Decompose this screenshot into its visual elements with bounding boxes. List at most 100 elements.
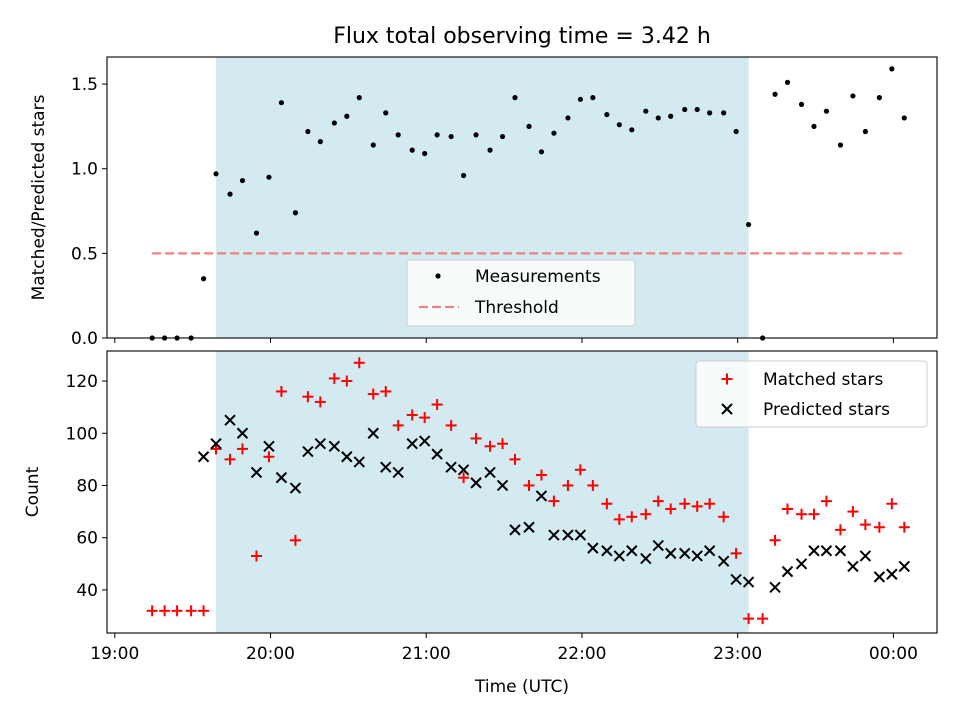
matched-stars-point [757,613,769,625]
predicted-stars-point [587,542,599,554]
predicted-stars-point [873,571,886,583]
matched-stars-point [523,479,535,491]
matched-stars-point [782,503,794,515]
measurement-point [370,142,376,148]
predicted-stars-point [302,445,314,458]
legend: Matched stars Predicted stars [695,360,928,428]
x-stroke [236,427,249,439]
measurement-point [694,106,700,113]
x-stroke [691,550,703,562]
x-stroke [445,461,457,473]
matched-stars-point [263,451,275,463]
x-stroke [808,545,820,557]
measurement-point [565,115,571,121]
predicted-stars-point [484,466,496,479]
measurement-point [213,171,219,177]
measurement-point [616,122,622,128]
measurement-point [629,127,635,133]
y-tick-label: 120 [66,372,98,392]
predicted-stars-point [406,437,418,450]
measurement-point [434,132,440,138]
x-stroke [367,427,379,439]
matched-stars-point [718,511,730,523]
measurement-point [395,132,401,138]
matched-stars-point [834,524,846,536]
predicted-stars-point [626,545,638,557]
predicted-stars-point [808,545,820,557]
matched-stars-point [431,399,443,411]
x-stroke [392,466,404,479]
predicted-stars-point [601,545,613,557]
y-tick-label: 40 [76,581,98,601]
matched-stars-point [353,357,365,369]
matched-stars-point [250,550,262,562]
x-stroke [665,547,677,560]
legend-label-predicted: Predicted stars [763,400,890,420]
matched-stars-point [535,469,547,481]
predicted-stars-point [898,560,911,573]
predicted-stars-point [703,545,716,557]
x-tick-label: 22:00 [557,644,606,664]
y-tick-label: 0.0 [71,329,98,349]
measurement-point [239,177,246,184]
y-axis-label: Count [23,466,43,517]
x-tick-label: 00:00 [869,644,918,664]
predicted-stars-point [392,466,404,479]
x-stroke [457,464,470,476]
predicted-stars-point [886,568,898,580]
predicted-stars-point [353,456,365,468]
x-stroke [703,545,716,557]
predicted-stars-point [562,529,574,541]
measurement-point [850,93,856,99]
measurement-point [538,149,545,155]
matched-stars-point [886,498,898,510]
y-tick-label: 1.0 [71,160,98,180]
predicted-stars-point [236,427,249,439]
predicted-stars-point [679,547,691,560]
matched-stars-point [601,498,613,510]
measurement-point [655,115,661,121]
matched-stars-point [380,385,392,397]
x-stroke [548,529,560,541]
matched-stars-point [497,438,509,450]
matched-stars-point [171,605,183,617]
x-stroke [535,490,548,502]
predicted-stars-point [509,524,521,536]
predicted-stars-point [367,427,379,439]
matched-stars-point [275,385,287,397]
predicted-stars-point [859,550,872,562]
predicted-stars-point [640,552,652,565]
measurement-point [487,147,493,153]
predicted-stars-point [197,451,210,463]
legend-box [695,360,928,428]
measurement-point [707,110,713,116]
matched-stars-point [704,498,716,510]
measurement-point [784,79,791,85]
predicted-stars-point [314,437,327,450]
y-tick-label: 0.5 [71,244,98,264]
measurement-point [526,123,532,130]
legend-label-measurements: Measurements [475,267,601,287]
x-stroke [523,521,535,533]
measurement-point [643,108,649,114]
observing-window-shade [216,351,749,633]
matched-stars-point [224,453,236,465]
x-stroke [820,545,833,557]
matched-stars-point [198,605,210,617]
matched-stars-point [210,443,222,455]
predicted-stars-point [613,550,626,562]
measurement-point [200,276,207,282]
matched-stars-point [289,534,301,546]
matched-stars-point [652,495,664,507]
measurement-point [253,230,260,236]
predicted-stars-point [263,440,275,453]
legend-label-threshold: Threshold [474,298,559,318]
x-tick-label: 21:00 [402,644,451,664]
matched-stars-point [367,388,379,400]
legend: Measurements Threshold [406,259,636,327]
y-tick-label: 100 [66,424,98,444]
measurement-point [266,174,272,180]
x-stroke [275,471,288,484]
matched-stars-point [691,500,703,512]
predicted-stars-point [328,440,341,453]
